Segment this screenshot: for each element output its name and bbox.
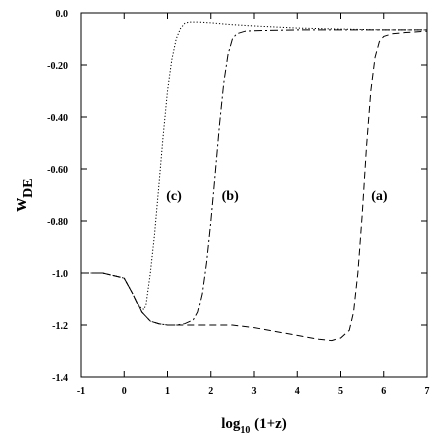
x-tick-label: 3 [252, 386, 257, 397]
y-tick-label: 0.0 [56, 9, 69, 20]
y-tick-label: -0.40 [47, 113, 68, 124]
y-axis-title: wDE [10, 178, 36, 211]
y-tick-label: -1.4 [52, 373, 68, 384]
series-line-a [81, 30, 428, 342]
annotations: (a) (b) (c) [166, 189, 388, 204]
x-tick-label: 7 [425, 386, 430, 397]
series-line-c [81, 21, 427, 311]
y-tick-label: -0.20 [47, 61, 68, 72]
x-tick-label: 6 [381, 386, 386, 397]
x-tick-label: 2 [208, 386, 213, 397]
series-layer [81, 21, 428, 342]
x-tick-label: -1 [77, 386, 85, 397]
x-tick-label: 1 [165, 386, 170, 397]
series-line-b [81, 29, 427, 326]
y-tick-label: -1.2 [52, 321, 68, 332]
x-axis-title: log10 (1+z) [221, 416, 287, 436]
x-tick-label: 4 [295, 386, 300, 397]
x-tick-label: 0 [122, 386, 127, 397]
tick-labels: -1 0 1 2 3 4 5 6 7 0.0 -0.20 -0.40 -0.60 -0.80 -1.0 -1.… [47, 9, 429, 397]
y-tick-label: -0.60 [47, 165, 68, 176]
ticks [80, 12, 428, 378]
y-tick-label: -1.0 [52, 269, 68, 280]
series-label-b: (b) [222, 189, 239, 204]
y-tick-label: -0.80 [47, 217, 68, 228]
series-label-c: (c) [166, 189, 182, 204]
series-label-a: (a) [371, 189, 388, 204]
x-tick-label: 5 [338, 386, 343, 397]
